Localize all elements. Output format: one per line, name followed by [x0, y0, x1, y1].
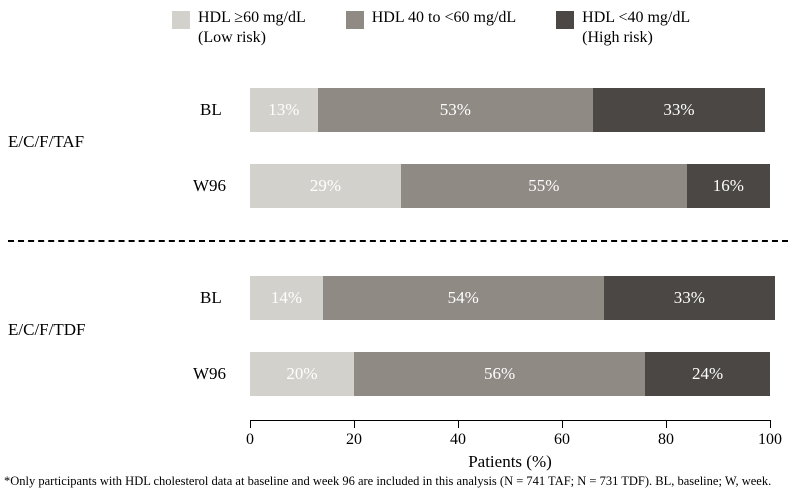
legend-label-1: HDL 40 to <60 mg/dL [372, 8, 516, 28]
bar-segment: 16% [687, 164, 770, 208]
bar-tdf-w96: 20%56%24% [250, 352, 770, 396]
bar-segment: 54% [323, 276, 604, 320]
bar-taf-w96: 29%55%16% [250, 164, 770, 208]
row-label-tdf-bl: BL [200, 288, 222, 308]
x-tick-label: 40 [450, 431, 466, 449]
bar-taf-bl: 13%53%33% [250, 88, 765, 132]
x-tick-label: 80 [658, 431, 674, 449]
footnote: *Only participants with HDL cholesterol … [4, 474, 771, 490]
bar-segment: 33% [604, 276, 776, 320]
bar-segment: 13% [250, 88, 318, 132]
bar-segment: 14% [250, 276, 323, 320]
x-axis-title: Patients (%) [250, 452, 770, 472]
group-label-tdf: E/C/F/TDF [8, 320, 85, 340]
x-tick [770, 420, 771, 428]
legend-label-0: HDL ≥60 mg/dL(Low risk) [198, 8, 306, 48]
chart-canvas: { "chart": { "type": "stacked-bar-horizo… [0, 0, 798, 503]
row-label-tdf-w96: W96 [193, 364, 226, 384]
row-label-taf-bl: BL [200, 100, 222, 120]
x-tick-label: 20 [346, 431, 362, 449]
bar-segment: 33% [593, 88, 765, 132]
legend: HDL ≥60 mg/dL(Low risk) HDL 40 to <60 mg/… [172, 8, 690, 48]
bar-segment: 20% [250, 352, 354, 396]
x-tick-label: 0 [246, 431, 254, 449]
bar-segment: 29% [250, 164, 401, 208]
bar-segment: 53% [318, 88, 594, 132]
bar-tdf-bl: 14%54%33% [250, 276, 775, 320]
x-tick [250, 420, 251, 428]
bar-segment: 24% [645, 352, 770, 396]
x-tick [562, 420, 563, 428]
x-tick [458, 420, 459, 428]
legend-swatch-1 [346, 11, 364, 29]
legend-swatch-0 [172, 11, 190, 29]
x-axis-line [250, 420, 771, 421]
legend-swatch-2 [556, 11, 574, 29]
row-label-taf-w96: W96 [193, 176, 226, 196]
legend-item-0: HDL ≥60 mg/dL(Low risk) [172, 8, 306, 48]
bar-segment: 55% [401, 164, 687, 208]
legend-item-2: HDL <40 mg/dL(High risk) [556, 8, 690, 48]
x-tick [354, 420, 355, 428]
x-tick [666, 420, 667, 428]
x-tick-label: 100 [758, 431, 782, 449]
group-label-taf: E/C/F/TAF [8, 132, 84, 152]
legend-label-2: HDL <40 mg/dL(High risk) [582, 8, 690, 48]
legend-item-1: HDL 40 to <60 mg/dL [346, 8, 516, 48]
bar-segment: 56% [354, 352, 645, 396]
x-tick-label: 60 [554, 431, 570, 449]
group-divider [8, 240, 788, 242]
